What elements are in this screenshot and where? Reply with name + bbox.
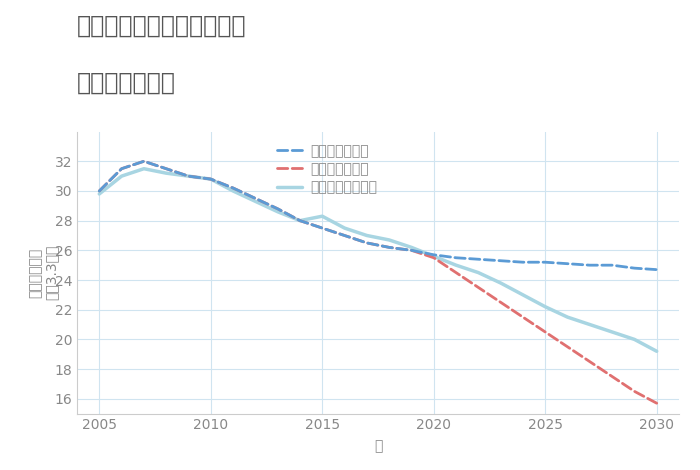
バッドシナリオ xyxy=(452,270,460,275)
グッドシナリオ xyxy=(162,166,170,172)
バッドシナリオ xyxy=(385,244,393,250)
バッドシナリオ xyxy=(474,285,482,290)
グッドシナリオ xyxy=(318,225,326,231)
ノーマルシナリオ xyxy=(652,348,661,354)
バッドシナリオ xyxy=(564,344,572,350)
バッドシナリオ xyxy=(274,206,282,212)
ノーマルシナリオ xyxy=(363,233,371,238)
グッドシナリオ xyxy=(118,166,126,172)
バッドシナリオ xyxy=(586,359,594,364)
ノーマルシナリオ xyxy=(430,253,438,259)
バッドシナリオ xyxy=(184,173,192,179)
ノーマルシナリオ xyxy=(229,188,237,194)
ノーマルシナリオ xyxy=(519,292,527,298)
グッドシナリオ xyxy=(206,176,215,182)
ノーマルシナリオ xyxy=(140,166,148,172)
ノーマルシナリオ xyxy=(407,244,416,250)
ノーマルシナリオ xyxy=(251,198,260,204)
ノーマルシナリオ xyxy=(184,173,192,179)
ノーマルシナリオ xyxy=(318,213,326,219)
バッドシナリオ xyxy=(206,176,215,182)
グッドシナリオ xyxy=(564,261,572,266)
グッドシナリオ xyxy=(608,262,616,268)
バッドシナリオ xyxy=(652,400,661,406)
グッドシナリオ xyxy=(251,196,260,201)
グッドシナリオ xyxy=(363,240,371,246)
X-axis label: 年: 年 xyxy=(374,439,382,454)
ノーマルシナリオ xyxy=(274,209,282,215)
グッドシナリオ xyxy=(274,206,282,212)
ノーマルシナリオ xyxy=(608,329,616,335)
バッドシナリオ xyxy=(162,166,170,172)
グッドシナリオ xyxy=(652,267,661,273)
グッドシナリオ xyxy=(630,266,638,271)
ノーマルシナリオ xyxy=(95,191,104,197)
Text: 兵庫県姫路市木場前中町の: 兵庫県姫路市木場前中町の xyxy=(77,14,246,38)
バッドシナリオ xyxy=(519,314,527,320)
バッドシナリオ xyxy=(296,218,304,223)
グッドシナリオ xyxy=(452,255,460,260)
バッドシナリオ xyxy=(95,188,104,194)
ノーマルシナリオ xyxy=(162,170,170,176)
ノーマルシナリオ xyxy=(630,337,638,342)
Text: 土地の価格推移: 土地の価格推移 xyxy=(77,70,176,94)
グッドシナリオ xyxy=(474,257,482,262)
バッドシナリオ xyxy=(318,225,326,231)
グッドシナリオ xyxy=(140,158,148,164)
Y-axis label: 単価（万円）
坪（3.3㎡）: 単価（万円） 坪（3.3㎡） xyxy=(28,245,58,300)
ノーマルシナリオ xyxy=(385,237,393,243)
グッドシナリオ xyxy=(496,258,505,264)
バッドシナリオ xyxy=(140,158,148,164)
グッドシナリオ xyxy=(95,188,104,194)
グッドシナリオ xyxy=(385,244,393,250)
ノーマルシナリオ xyxy=(496,280,505,286)
ノーマルシナリオ xyxy=(586,322,594,328)
Line: バッドシナリオ: バッドシナリオ xyxy=(99,161,657,403)
バッドシナリオ xyxy=(229,185,237,191)
ノーマルシナリオ xyxy=(541,304,550,310)
バッドシナリオ xyxy=(363,240,371,246)
グッドシナリオ xyxy=(296,218,304,223)
ノーマルシナリオ xyxy=(340,225,349,231)
Line: ノーマルシナリオ: ノーマルシナリオ xyxy=(99,169,657,351)
ノーマルシナリオ xyxy=(118,173,126,179)
ノーマルシナリオ xyxy=(452,262,460,268)
グッドシナリオ xyxy=(184,173,192,179)
グッドシナリオ xyxy=(519,259,527,265)
バッドシナリオ xyxy=(430,255,438,260)
グッドシナリオ xyxy=(541,259,550,265)
ノーマルシナリオ xyxy=(296,218,304,223)
バッドシナリオ xyxy=(630,389,638,394)
グッドシナリオ xyxy=(407,248,416,253)
バッドシナリオ xyxy=(496,299,505,305)
バッドシナリオ xyxy=(407,248,416,253)
ノーマルシナリオ xyxy=(474,270,482,275)
バッドシナリオ xyxy=(340,233,349,238)
バッドシナリオ xyxy=(608,374,616,379)
バッドシナリオ xyxy=(541,329,550,335)
ノーマルシナリオ xyxy=(564,314,572,320)
バッドシナリオ xyxy=(118,166,126,172)
Legend: グッドシナリオ, バッドシナリオ, ノーマルシナリオ: グッドシナリオ, バッドシナリオ, ノーマルシナリオ xyxy=(272,139,383,200)
Line: グッドシナリオ: グッドシナリオ xyxy=(99,161,657,270)
グッドシナリオ xyxy=(340,233,349,238)
ノーマルシナリオ xyxy=(206,176,215,182)
グッドシナリオ xyxy=(430,252,438,258)
グッドシナリオ xyxy=(586,262,594,268)
グッドシナリオ xyxy=(229,185,237,191)
バッドシナリオ xyxy=(251,196,260,201)
